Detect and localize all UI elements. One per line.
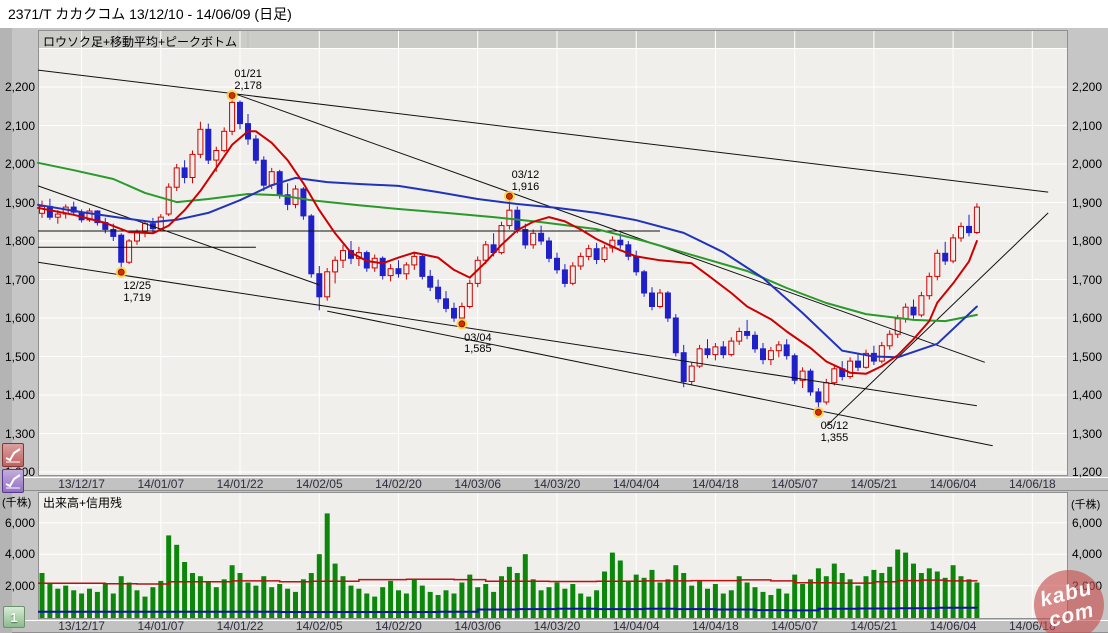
price-axis-label-right: 1,500 — [1072, 349, 1103, 364]
date-axis-label-main: 14/05/21 — [850, 477, 898, 491]
annotation-date: 03/04 — [464, 331, 492, 344]
chart-type-label: ロウソク足+移動平均+ピークボトム — [43, 35, 238, 49]
price-axis-label-left: 1,800 — [4, 234, 35, 248]
annotation-price: 1,585 — [464, 343, 492, 356]
price-axis-label-right: 1,400 — [1072, 388, 1103, 402]
date-axis-label-volume: 14/03/20 — [533, 619, 581, 633]
page-1-button[interactable]: 1 — [3, 606, 25, 628]
annotation-price: 1,719 — [123, 291, 151, 304]
annotation-date: 03/12 — [511, 169, 540, 182]
price-axis-label-right: 1,800 — [1072, 234, 1103, 248]
date-axis-label-main: 14/01/22 — [216, 477, 264, 491]
price-axis-label-left: 2,100 — [4, 118, 35, 133]
price-axis-label-left: 1,700 — [4, 272, 35, 287]
price-axis-label-left: 1,900 — [4, 195, 35, 210]
date-axis-label-volume: 14/04/18 — [692, 619, 739, 633]
price-axis-label-right: 1,900 — [1072, 195, 1103, 210]
date-axis-label-main: 14/02/20 — [375, 477, 422, 491]
x-axis-strip-main — [12, 477, 1108, 491]
volume-axis-label-right: 6,000 — [1072, 515, 1103, 530]
peak-bottom-annotation: 03/04 1,585 — [464, 331, 492, 356]
date-axis-label-volume: 14/05/21 — [850, 619, 898, 633]
chart-style-purple-icon[interactable] — [2, 469, 24, 493]
window-title: 2371/T カカクコム 13/12/10 - 14/06/09 (日足) — [0, 0, 1108, 28]
date-axis-label-main: 14/03/06 — [454, 477, 502, 491]
date-axis-label-main: 14/02/05 — [295, 477, 343, 491]
price-axis-label-right: 1,200 — [1072, 465, 1103, 479]
chart-tool-header-band — [39, 31, 1067, 49]
date-axis-label-volume: 14/01/22 — [216, 619, 264, 633]
price-axis-label-right: 2,200 — [1072, 80, 1103, 94]
price-axis-label-left: 2,000 — [4, 157, 35, 171]
price-axis-label-left: 1,400 — [4, 388, 35, 402]
annotation-price: 2,178 — [234, 79, 262, 92]
chart-style-red-icon[interactable] — [2, 443, 24, 467]
price-axis-label-right: 2,100 — [1072, 118, 1103, 133]
date-axis-label-volume: 14/04/04 — [612, 619, 660, 633]
peak-bottom-annotation: 01/21 2,178 — [234, 69, 262, 92]
line-chart-icon — [5, 448, 21, 463]
annotation-price: 1,916 — [511, 180, 540, 193]
volume-axis-label-left: 4,000 — [4, 547, 35, 562]
volume-axis-label-left: 6,000 — [4, 515, 35, 530]
date-axis-label-main: 14/06/04 — [929, 477, 977, 491]
date-axis-label-main: 14/04/18 — [692, 477, 739, 491]
date-axis-label-main: 14/06/18 — [1008, 477, 1056, 491]
price-axis-label-right: 1,700 — [1072, 272, 1103, 287]
price-axis-label-left: 1,500 — [4, 349, 35, 364]
volume-axis-label-left: 2,000 — [4, 578, 35, 593]
volume-chart-plot-area — [38, 492, 1068, 619]
annotation-date: 01/21 — [234, 68, 262, 81]
date-axis-label-volume: 14/01/07 — [137, 619, 185, 633]
date-axis-label-volume: 14/03/06 — [454, 619, 502, 633]
date-axis-label-volume: 14/02/20 — [375, 619, 422, 633]
volume-axis-label-right: 4,000 — [1072, 547, 1103, 562]
date-axis-label-volume: 13/12/17 — [58, 619, 105, 633]
volume-unit-label-left: (千株) — [2, 497, 32, 509]
peak-bottom-annotation: 03/12 1,916 — [512, 170, 540, 193]
volume-unit-label-right: (千株) — [1071, 499, 1101, 511]
price-axis-label-left: 1,600 — [4, 311, 35, 325]
date-axis-label-main: 14/04/04 — [612, 477, 660, 491]
line-chart-icon — [5, 474, 21, 489]
date-axis-label-volume: 14/02/05 — [295, 619, 343, 633]
annotation-date: 12/25 — [123, 280, 151, 293]
price-axis-label-left: 1,300 — [4, 426, 35, 441]
date-axis-label-main: 14/03/20 — [533, 477, 581, 491]
price-axis-label-right: 1,300 — [1072, 426, 1103, 441]
date-axis-label-volume: 14/05/07 — [771, 619, 818, 633]
peak-bottom-annotation: 05/12 1,355 — [821, 421, 849, 444]
price-axis-label-right: 2,000 — [1072, 157, 1103, 171]
annotation-price: 1,355 — [820, 431, 849, 444]
date-axis-label-main: 14/05/07 — [771, 477, 818, 491]
price-axis-label-right: 1,600 — [1072, 311, 1103, 325]
volume-panel-label: 出来高+信用残 — [43, 496, 123, 510]
price-axis-label-left: 2,200 — [4, 80, 35, 94]
date-axis-label-main: 13/12/17 — [58, 477, 105, 491]
annotation-date: 05/12 — [820, 420, 849, 433]
date-axis-label-main: 14/01/07 — [137, 477, 185, 491]
price-chart-plot-area — [38, 30, 1068, 476]
peak-bottom-annotation: 12/25 1,719 — [123, 281, 151, 304]
date-axis-label-volume: 14/06/04 — [929, 619, 977, 633]
